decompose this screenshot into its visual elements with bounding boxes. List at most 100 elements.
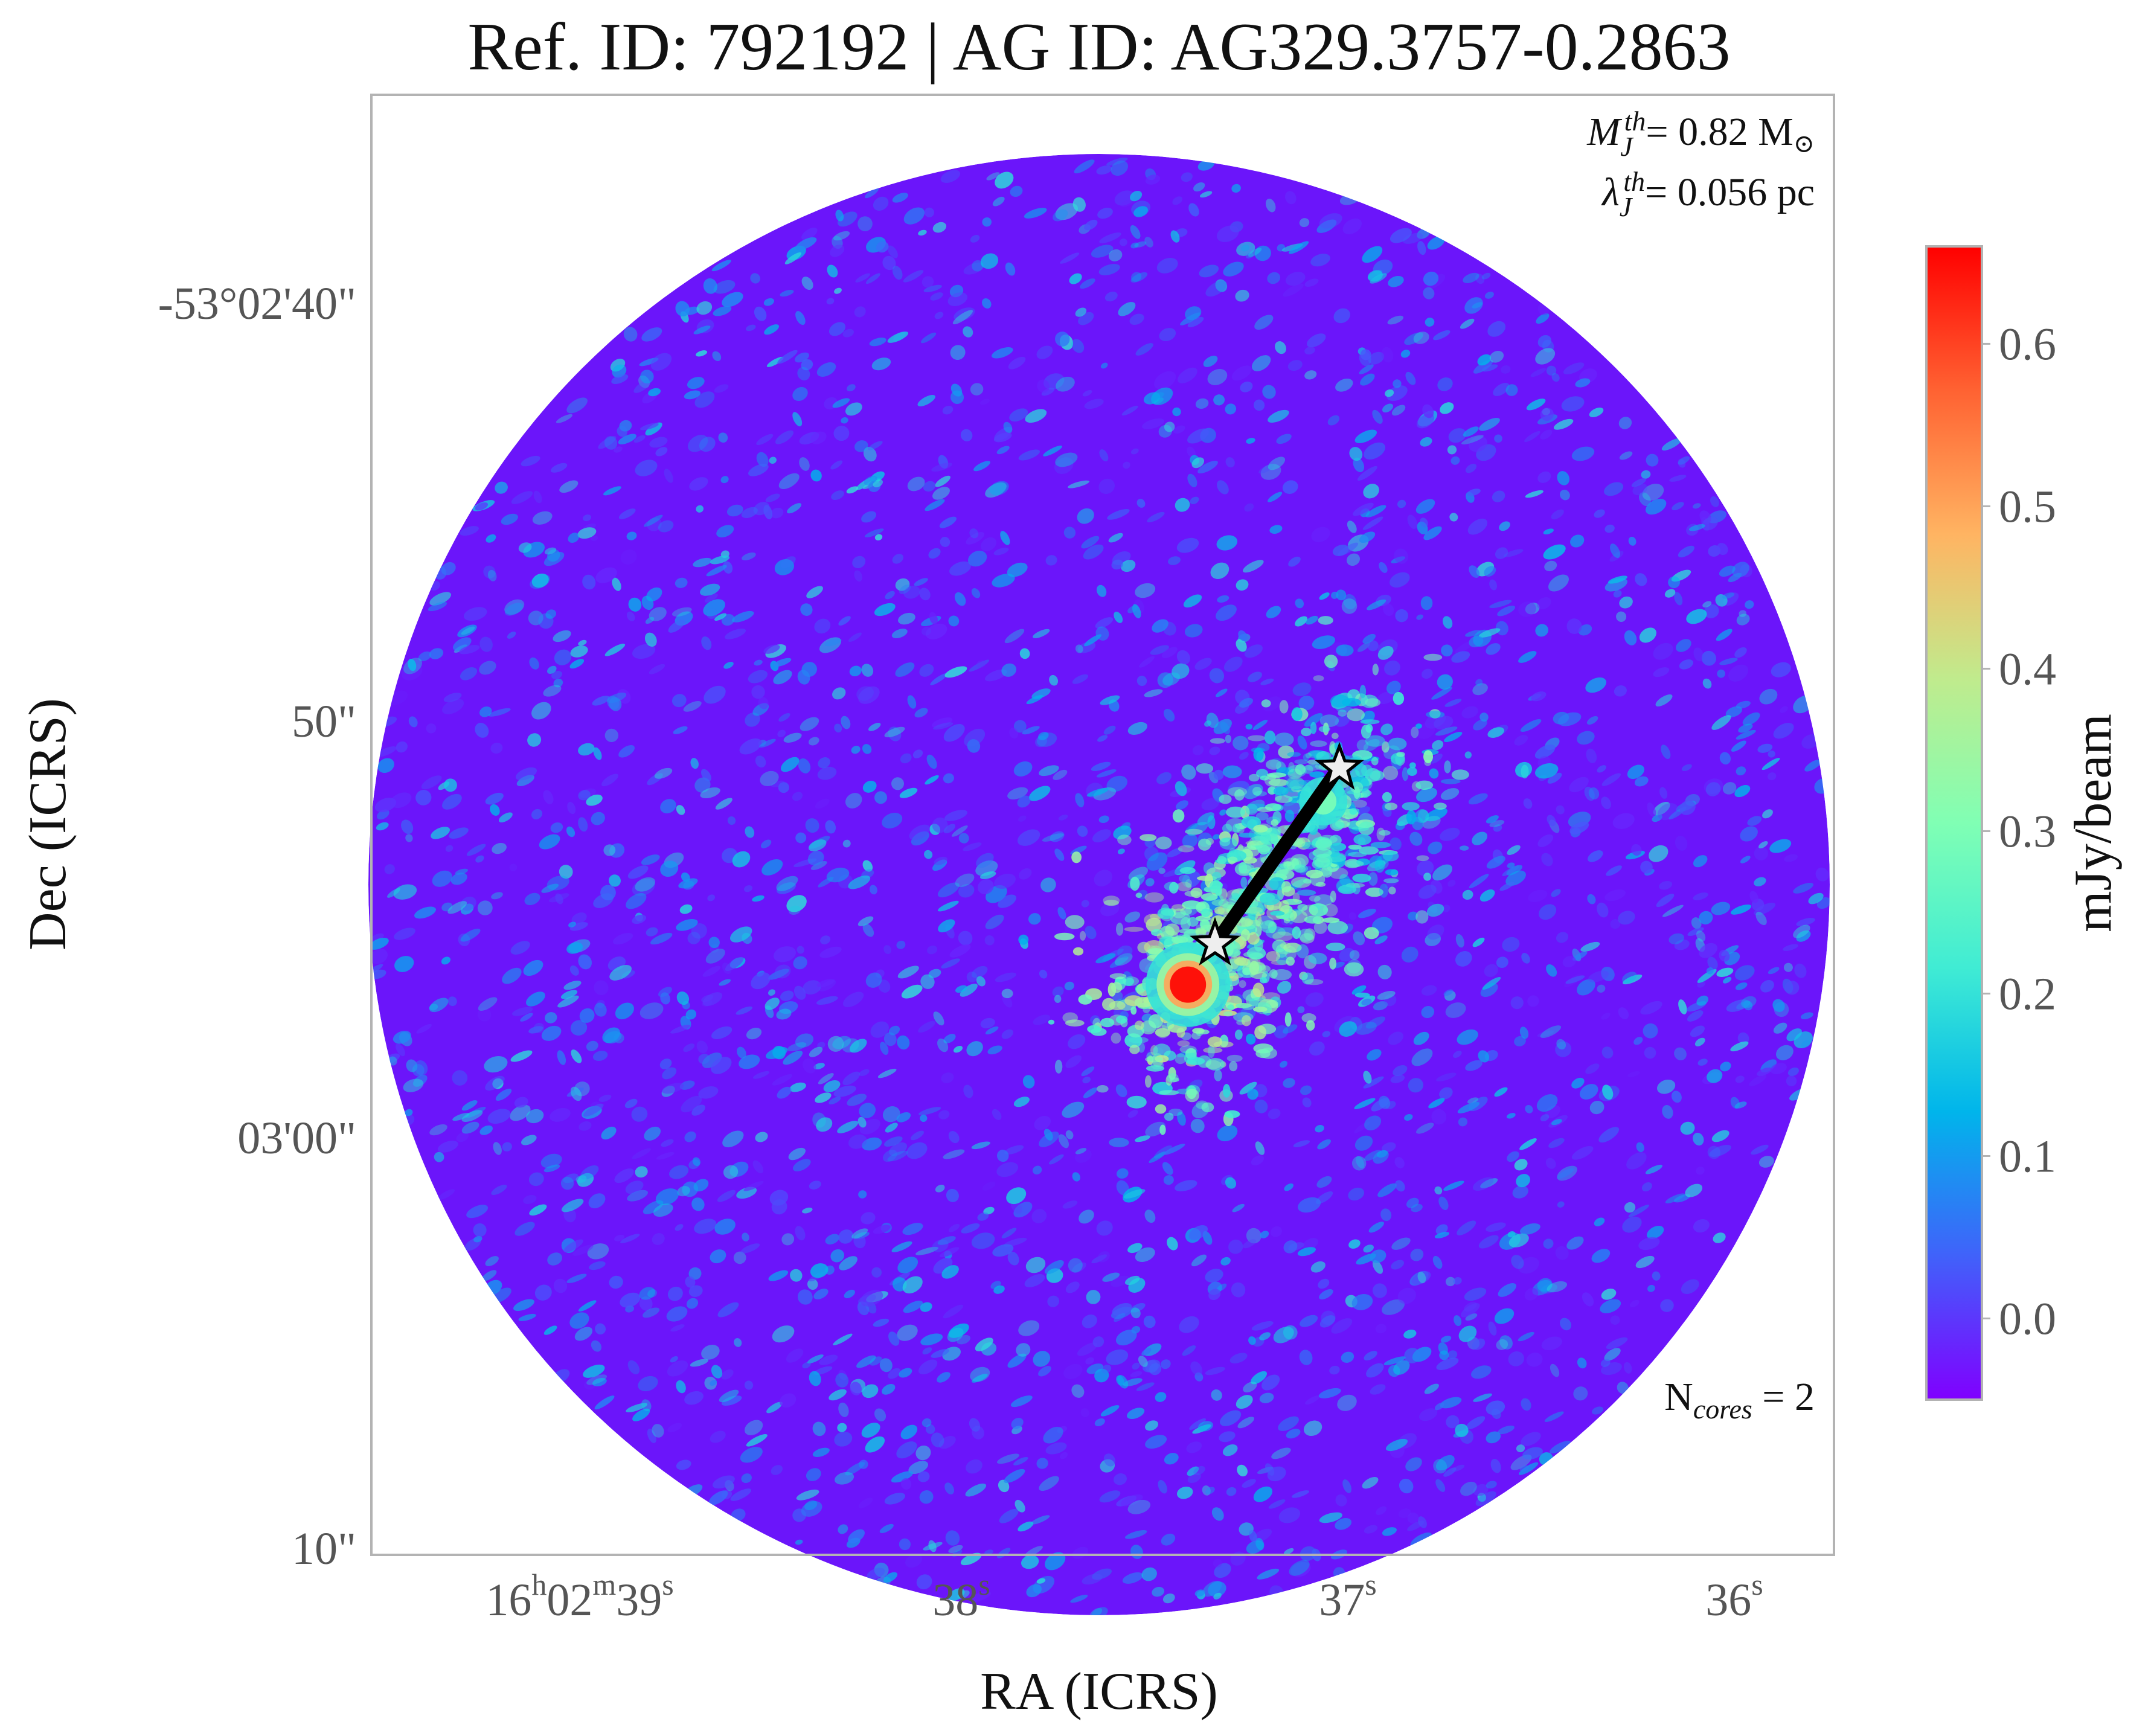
noise-speckle	[1022, 1075, 1035, 1089]
emission-clump	[1348, 851, 1367, 857]
noise-speckle	[1362, 1476, 1379, 1489]
noise-speckle	[544, 1012, 557, 1023]
noise-speckle	[1335, 715, 1350, 727]
noise-speckle	[1258, 464, 1274, 474]
noise-speckle	[1373, 1001, 1388, 1011]
noise-speckle	[896, 940, 906, 949]
noise-speckle	[1507, 862, 1515, 868]
noise-speckle	[1253, 1486, 1273, 1502]
emission-clump	[1365, 698, 1380, 707]
noise-speckle	[1382, 1527, 1397, 1536]
noise-speckle	[837, 211, 858, 227]
noise-speckle	[1018, 1521, 1034, 1532]
emission-clump	[1415, 723, 1422, 729]
emission-clump	[1402, 802, 1420, 811]
noise-speckle	[1386, 385, 1408, 402]
noise-speckle	[874, 791, 887, 804]
noise-speckle	[626, 1403, 648, 1412]
noise-speckle	[1175, 800, 1188, 810]
noise-speckle	[1364, 442, 1386, 460]
noise-speckle	[937, 1038, 949, 1052]
noise-speckle	[1627, 764, 1644, 780]
noise-speckle	[463, 607, 487, 621]
emission-clump	[1123, 976, 1140, 986]
noise-speckle	[1055, 203, 1079, 220]
noise-speckle	[1722, 782, 1737, 795]
noise-speckle	[620, 1234, 640, 1243]
noise-speckle	[691, 923, 707, 939]
emission-clump	[1330, 842, 1347, 851]
colorbar-tick-label: 0.0	[1999, 1293, 2056, 1344]
emission-clump	[1241, 1015, 1252, 1027]
emission-clump	[1304, 764, 1321, 771]
emission-clump	[1331, 732, 1339, 740]
noise-speckle	[903, 270, 924, 283]
noise-speckle	[466, 844, 486, 856]
noise-speckle	[1068, 1034, 1086, 1049]
noise-speckle	[855, 273, 870, 283]
noise-speckle	[1040, 877, 1056, 892]
emission-clump	[1266, 951, 1280, 962]
noise-speckle	[834, 287, 842, 294]
emission-clump	[1222, 1084, 1231, 1098]
noise-speckle	[394, 927, 415, 940]
noise-speckle	[768, 1270, 789, 1281]
x-tick-label: 38s	[932, 1568, 990, 1625]
noise-speckle	[1624, 630, 1637, 645]
noise-speckle	[851, 746, 861, 754]
noise-speckle	[783, 732, 802, 743]
emission-clump	[1165, 923, 1180, 936]
noise-speckle	[1300, 1085, 1312, 1095]
noise-speckle	[969, 1418, 981, 1432]
noise-speckle	[1239, 1081, 1257, 1095]
noise-speckle	[768, 969, 789, 980]
emission-clump	[1283, 918, 1290, 924]
noise-speckle	[1715, 594, 1728, 607]
emission-clump	[1286, 956, 1295, 966]
noise-speckle	[1644, 1046, 1656, 1059]
noise-speckle	[1617, 1382, 1629, 1394]
noise-speckle	[970, 383, 984, 396]
noise-speckle	[650, 353, 672, 371]
noise-speckle	[1539, 904, 1557, 920]
noise-speckle	[1343, 594, 1357, 610]
emission-clump	[1309, 851, 1317, 860]
noise-speckle	[1025, 1257, 1046, 1273]
noise-speckle	[1493, 383, 1510, 396]
emission-clump	[1388, 737, 1407, 751]
noise-speckle	[1013, 720, 1027, 733]
noise-speckle	[650, 932, 673, 945]
noise-speckle	[1024, 1273, 1045, 1287]
noise-speckle	[1382, 1299, 1405, 1315]
noise-speckle	[1444, 699, 1462, 707]
noise-speckle	[1254, 315, 1274, 330]
noise-speckle	[429, 1004, 438, 1011]
noise-speckle	[1639, 492, 1651, 507]
noise-speckle	[1720, 1062, 1731, 1072]
noise-speckle	[1391, 405, 1406, 416]
noise-speckle	[966, 532, 985, 545]
emission-clump	[1294, 865, 1306, 873]
emission-clump	[1201, 908, 1211, 917]
noise-speckle	[1205, 1487, 1215, 1494]
noise-speckle	[1411, 1048, 1433, 1066]
noise-speckle	[914, 578, 928, 586]
emission-clump	[1197, 838, 1211, 851]
emission-clump	[1294, 759, 1309, 764]
noise-speckle	[996, 1162, 1019, 1177]
emission-clump	[1372, 664, 1379, 676]
noise-speckle	[1347, 520, 1357, 533]
noise-speckle	[1547, 772, 1562, 784]
noise-speckle	[591, 812, 605, 825]
emission-clump	[1284, 1012, 1292, 1027]
noise-speckle	[1435, 1479, 1446, 1492]
noise-speckle	[675, 1224, 684, 1231]
noise-speckle	[1570, 534, 1585, 548]
noise-speckle	[563, 981, 582, 990]
noise-speckle	[1808, 892, 1824, 905]
noise-speckle	[921, 626, 931, 636]
noise-speckle	[1601, 1289, 1617, 1300]
noise-speckle	[1106, 1349, 1129, 1365]
noise-speckle	[1304, 347, 1315, 355]
noise-speckle	[790, 1269, 803, 1282]
